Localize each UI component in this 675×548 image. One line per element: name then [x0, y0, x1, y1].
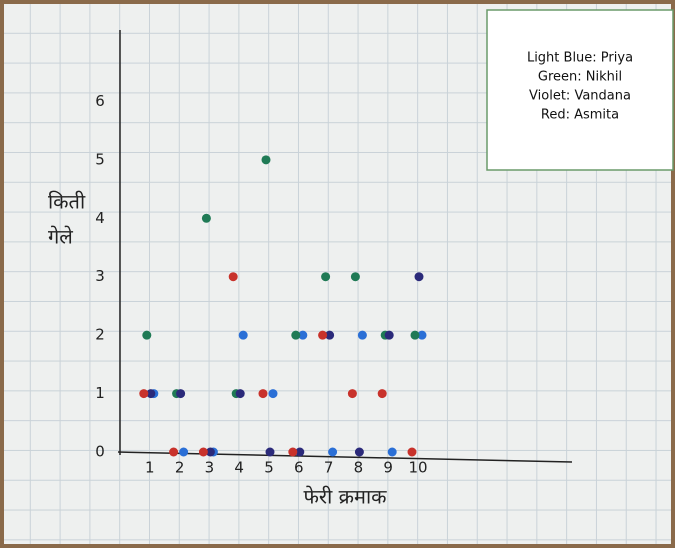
x-tick-label: 8	[354, 459, 364, 477]
point	[318, 331, 327, 340]
y-label: किती	[48, 190, 86, 214]
y-tick-label: 2	[95, 326, 105, 344]
x-tick-label: 6	[294, 459, 304, 477]
point	[179, 448, 188, 457]
point	[388, 448, 397, 457]
point	[266, 448, 275, 457]
legend-entry: Green: Nikhil	[538, 70, 622, 85]
x-tick-label: 5	[264, 459, 274, 477]
point	[328, 448, 337, 457]
y-tick-label: 0	[95, 443, 105, 461]
y-tick-label: 1	[95, 384, 105, 402]
point	[236, 389, 245, 398]
point	[269, 389, 278, 398]
legend: Light Blue: Priya Green: Nikhil Violet: Va…	[487, 10, 673, 170]
point	[355, 448, 364, 457]
point	[385, 331, 394, 340]
x-tick-label: 2	[175, 459, 185, 477]
y-tick-label: 6	[95, 92, 105, 110]
legend-entry: Light Blue: Priya	[527, 51, 633, 66]
point	[378, 389, 387, 398]
point	[351, 272, 360, 281]
point	[288, 448, 297, 457]
point	[262, 155, 271, 164]
point	[321, 272, 330, 281]
point	[291, 331, 300, 340]
paper: किती गेले फेरी क्रमाक Light Blue: Priya G…	[0, 0, 675, 548]
point	[411, 331, 420, 340]
x-tick-label: 4	[234, 459, 244, 477]
legend-entry: Red: Asmita	[541, 108, 619, 123]
y-tick-label: 4	[95, 209, 105, 227]
point	[139, 389, 148, 398]
point	[239, 331, 248, 340]
point	[199, 448, 208, 457]
point	[142, 331, 151, 340]
x-tick-label: 9	[383, 459, 393, 477]
y-tick-label: 3	[95, 267, 105, 285]
y-label: गेले	[48, 225, 73, 249]
x-tick-label: 3	[205, 459, 215, 477]
chart: किती गेले फेरी क्रमाक Light Blue: Priya G…	[0, 0, 675, 548]
y-tick-label: 5	[95, 150, 105, 168]
x-tick-label: 7	[324, 459, 334, 477]
point	[415, 272, 424, 281]
point	[202, 214, 211, 223]
point	[348, 389, 357, 398]
point	[408, 448, 417, 457]
x-label: फेरी क्रमाक	[304, 485, 388, 509]
x-tick-label: 10	[408, 459, 427, 477]
point	[259, 389, 268, 398]
legend-entry: Violet: Vandana	[529, 89, 631, 104]
point	[358, 331, 367, 340]
point	[169, 448, 178, 457]
x-tick-label: 1	[145, 459, 155, 477]
point	[229, 272, 238, 281]
point	[176, 389, 185, 398]
